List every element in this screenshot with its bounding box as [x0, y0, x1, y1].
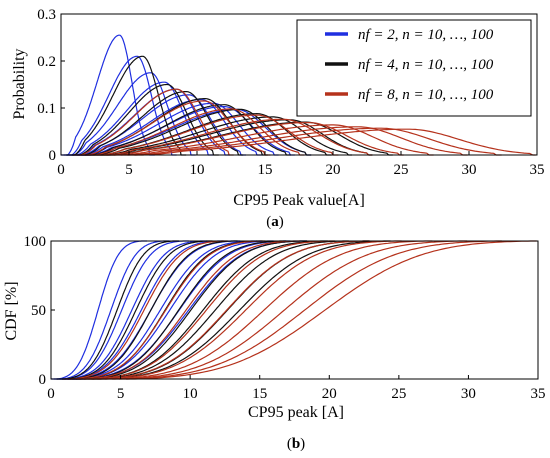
- panel-b: 0 5 10 15 20 25 30 35 0 50 100 CDF [%] CP95 peak […: [3, 234, 546, 452]
- panel-b-curve-1-7: [67, 240, 257, 380]
- panel-a-curve-2-3: [77, 90, 244, 156]
- panel-b-curve-2-5: [76, 240, 287, 380]
- panel-a-ytick-label: 0.3: [37, 7, 56, 23]
- panel-a-xtick-label: 25: [394, 162, 409, 178]
- panel-b-ticks: 0 5 10 15 20 25 30 35 0 50 100: [24, 234, 546, 402]
- panel-a-ytick-label: 0.1: [37, 101, 56, 117]
- panel-a-curve-1-7: [77, 98, 263, 156]
- panel-a-xtick-label: 15: [258, 162, 273, 178]
- legend-label-rest: = 2, n = 10, …, 100: [370, 27, 494, 43]
- panel-a-ylabel: Probability: [11, 48, 28, 119]
- legend-label-1: nf = 2, n = 10, …, 100: [358, 27, 494, 43]
- panel-b-label: (b): [287, 436, 305, 452]
- panel-b-curve-3-3: [77, 240, 301, 380]
- panel-a-curve-3-1: [73, 88, 234, 156]
- panel-b-letter: b: [292, 436, 300, 452]
- panel-a-xlabel: CP95 Peak value[A]: [233, 192, 365, 209]
- panel-b-curve-3-10: [126, 240, 537, 380]
- panel-a: 0 5 10 15 20 25 30 35 0 0.1 0.2 0.3 Probability CP9…: [11, 7, 545, 230]
- panel-a-curve-3-3: [86, 108, 305, 156]
- panel-b-curve-2-3: [67, 240, 238, 380]
- panel-a-xtick-label: 0: [57, 162, 65, 178]
- panel-a-curve-3-7: [114, 124, 434, 156]
- panel-b-ylabel: CDF [%]: [3, 281, 20, 340]
- panel-b-curve-3-4: [84, 240, 335, 380]
- panel-b-curve-3-6: [98, 240, 402, 380]
- panel-b-curve-2-8: [88, 240, 349, 380]
- panel-b-curve-1-8: [70, 240, 274, 380]
- panel-a-curve-3-8: [120, 126, 468, 156]
- panel-a-curves: [61, 34, 536, 156]
- panel-a-xtick-label: 20: [326, 162, 341, 178]
- legend-label-3: nf = 8, n = 10, …, 100: [358, 87, 494, 103]
- panel-b-xtick-label: 35: [531, 386, 546, 402]
- panel-a-curve-3-9: [127, 127, 502, 156]
- legend-label-2: nf = 4, n = 10, …, 100: [358, 57, 494, 73]
- panel-b-ytick-label: 100: [24, 234, 47, 250]
- panel-b-xtick-label: 20: [322, 386, 337, 402]
- panel-b-curves: [51, 240, 537, 380]
- panel-b-curve-3-9: [119, 240, 502, 380]
- legend-label-nf: nf: [358, 87, 372, 103]
- legend-label-rest: = 8, n = 10, …, 100: [370, 87, 494, 103]
- panel-b-ytick-label: 0: [39, 372, 47, 388]
- panel-a-ytick-label: 0.2: [37, 54, 56, 70]
- panel-b-curve-2-6: [80, 240, 307, 380]
- panel-b-curve-3-8: [112, 240, 467, 380]
- panel-a-xtick-label: 5: [125, 162, 133, 178]
- panel-b-xtick-label: 25: [391, 386, 406, 402]
- legend-label-rest: = 4, n = 10, …, 100: [370, 57, 494, 73]
- panel-b-curve-3-7: [105, 240, 433, 380]
- panel-b-curve-1-4: [59, 240, 207, 380]
- panel-a-curve-2-5: [85, 104, 291, 156]
- panel-b-ytick-label: 50: [31, 303, 46, 319]
- panel-b-curve-2-10: [96, 240, 391, 380]
- legend-box: [296, 19, 532, 117]
- panel-a-curve-1-2: [63, 55, 177, 156]
- panel-b-xlabel: CP95 peak [A]: [248, 404, 344, 421]
- legend-label-nf: nf: [358, 57, 372, 73]
- legend-label-nf: nf: [358, 27, 372, 43]
- panel-b-xtick-label: 5: [117, 386, 125, 402]
- panel-a-curve-2-1: [66, 55, 187, 156]
- panel-a-curve-3-6: [107, 121, 404, 156]
- panel-b-curve-2-2: [62, 240, 213, 380]
- panel-b-series-3: [63, 240, 537, 380]
- panel-a-curve-3-4: [93, 114, 339, 156]
- panel-a-xtick-label: 30: [462, 162, 477, 178]
- panel-b-xtick-label: 30: [461, 386, 476, 402]
- panel-a-curve-3-10: [134, 128, 536, 156]
- panel-b-series-2: [56, 240, 391, 380]
- panel-b-curve-3-2: [70, 240, 266, 380]
- panel-b-xtick-label: 10: [183, 386, 198, 402]
- panel-b-curve-3-5: [91, 240, 370, 380]
- panel-a-letter: a: [271, 214, 279, 230]
- panel-a-curve-3-5: [100, 118, 373, 156]
- panel-a-xtick-label: 35: [530, 162, 545, 178]
- panel-a-label: (a): [266, 214, 284, 230]
- panel-b-curve-1-3: [56, 240, 189, 380]
- panel-b-curve-1-2: [53, 240, 170, 380]
- panel-b-curve-2-1: [56, 240, 179, 380]
- panel-b-curve-3-1: [63, 240, 228, 380]
- panel-a-axes-box: [60, 13, 538, 156]
- panel-a-curve-2-6: [89, 108, 312, 156]
- panel-a-xtick-label: 10: [190, 162, 205, 178]
- panel-b-xtick-label: 0: [47, 386, 55, 402]
- panel-a-ticks: 0 5 10 15 20 25 30 35 0 0.1 0.2 0.3: [37, 7, 544, 178]
- panel-b-xtick-label: 15: [252, 386, 267, 402]
- panel-a-curve-1-8: [80, 102, 279, 156]
- panel-a-curve-2-8: [97, 116, 352, 156]
- panel-a-curve-1-3: [66, 72, 196, 156]
- panel-a-curve-3-2: [80, 100, 271, 156]
- panel-a-ytick-label: 0: [49, 148, 57, 164]
- panel-a-series-3: [73, 88, 536, 156]
- panel-b-curve-1-1: [51, 240, 147, 380]
- panel-a-curve-1-4: [69, 81, 214, 156]
